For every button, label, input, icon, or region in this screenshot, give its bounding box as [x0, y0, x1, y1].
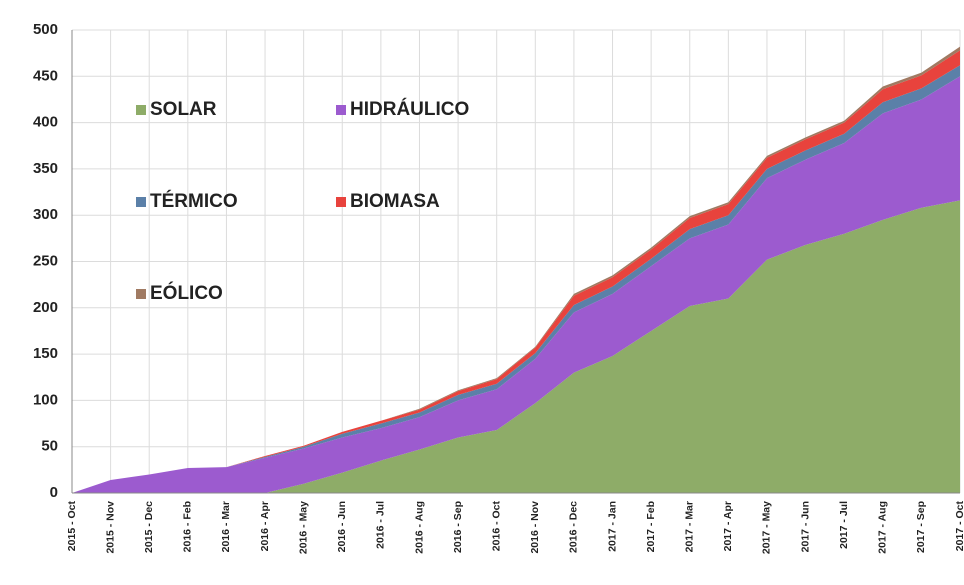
y-tick-label: 0	[50, 484, 58, 501]
y-tick-label: 400	[33, 114, 58, 131]
legend-label: HIDRÁULICO	[350, 98, 469, 120]
x-tick-label: 2016 - Sep	[452, 501, 464, 553]
legend-label: BIOMASA	[350, 191, 440, 212]
x-tick-label: 2016 - May	[297, 501, 309, 554]
x-tick-label: 2017 - Jun	[799, 501, 811, 552]
x-tick-label: 2016 - Jul	[375, 501, 387, 549]
legend-swatch	[136, 289, 146, 299]
y-tick-label: 250	[33, 252, 58, 269]
area	[72, 200, 960, 493]
x-tick-label: 2017 - Sep	[915, 501, 927, 553]
legend-swatch	[136, 105, 146, 115]
legend-label: TÉRMICO	[150, 190, 238, 212]
legend-label: SOLAR	[150, 99, 217, 120]
legend: SOLAR HIDRÁULICO TÉRMICO BIOMASA EÓLICO	[136, 98, 469, 304]
y-tick-label: 200	[33, 299, 58, 316]
x-tick-label: 2016 - Feb	[182, 501, 194, 552]
x-tick-label: 2017 - Jul	[838, 501, 850, 549]
x-tick-label: 2016 - Nov	[529, 501, 541, 554]
x-tick-label: 2017 - Jan	[606, 501, 618, 552]
y-tick-label: 100	[33, 391, 58, 408]
legend-swatch	[336, 105, 346, 115]
x-tick-label: 2017 - Aug	[877, 501, 889, 554]
x-tick-label: 2015 - Nov	[104, 501, 116, 554]
y-tick-label: 50	[41, 438, 58, 455]
x-tick-label: 2016 - Jun	[336, 501, 348, 552]
x-tick-label: 2017 - Oct	[954, 501, 964, 552]
x-tick-label: 2017 - Feb	[645, 501, 657, 552]
y-tick-label: 450	[33, 67, 58, 84]
x-tick-label: 2016 - Apr	[259, 501, 271, 551]
x-tick-label: 2016 - Oct	[490, 501, 502, 552]
legend-label: EÓLICO	[150, 282, 223, 304]
x-tick-label: 2016 - Aug	[413, 501, 425, 554]
x-tick-label: 2017 - May	[761, 501, 773, 554]
x-tick-label: 2017 - Apr	[722, 501, 734, 551]
x-tick-label: 2017 - Mar	[684, 501, 696, 552]
x-tick-label: 2016 - Mar	[220, 501, 232, 552]
y-tick-label: 150	[33, 345, 58, 362]
y-tick-label: 500	[33, 21, 58, 38]
area	[72, 76, 960, 494]
y-tick-label: 350	[33, 160, 58, 177]
x-tick-label: 2015 - Dec	[143, 501, 155, 553]
legend-swatch	[136, 197, 146, 207]
y-tick-label: 300	[33, 206, 58, 223]
x-tick-label: 2016 - Dec	[568, 501, 580, 553]
legend-swatch	[336, 197, 346, 207]
x-tick-label: 2015 - Oct	[66, 501, 78, 552]
